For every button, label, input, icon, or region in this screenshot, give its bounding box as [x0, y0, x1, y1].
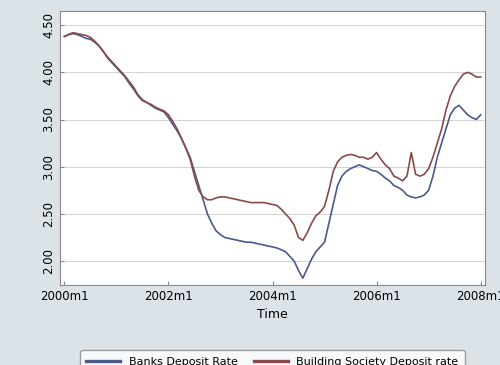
- Banks Deposit Rate: [308, 257, 314, 261]
- Building Society Deposit rate: [478, 75, 484, 79]
- Line: Banks Deposit Rate: Banks Deposit Rate: [64, 34, 480, 278]
- Building Society Deposit rate: [391, 174, 397, 178]
- Line: Building Society Deposit rate: Building Society Deposit rate: [64, 32, 480, 240]
- Building Society Deposit rate: [300, 238, 306, 242]
- Building Society Deposit rate: [96, 44, 102, 48]
- Building Society Deposit rate: [274, 203, 280, 208]
- Banks Deposit Rate: [300, 276, 306, 280]
- Banks Deposit Rate: [478, 112, 484, 117]
- Banks Deposit Rate: [62, 34, 68, 39]
- Building Society Deposit rate: [62, 34, 68, 39]
- Banks Deposit Rate: [70, 31, 76, 36]
- Banks Deposit Rate: [174, 128, 180, 133]
- Banks Deposit Rate: [78, 34, 84, 39]
- Banks Deposit Rate: [274, 246, 280, 250]
- Building Society Deposit rate: [78, 32, 84, 37]
- X-axis label: Time: Time: [257, 308, 288, 321]
- Building Society Deposit rate: [174, 127, 180, 131]
- Banks Deposit Rate: [96, 44, 102, 48]
- Building Society Deposit rate: [308, 221, 314, 226]
- Building Society Deposit rate: [70, 30, 76, 35]
- Banks Deposit Rate: [391, 183, 397, 188]
- Legend: Banks Deposit Rate, Building Society Deposit rate: Banks Deposit Rate, Building Society Dep…: [80, 350, 465, 365]
